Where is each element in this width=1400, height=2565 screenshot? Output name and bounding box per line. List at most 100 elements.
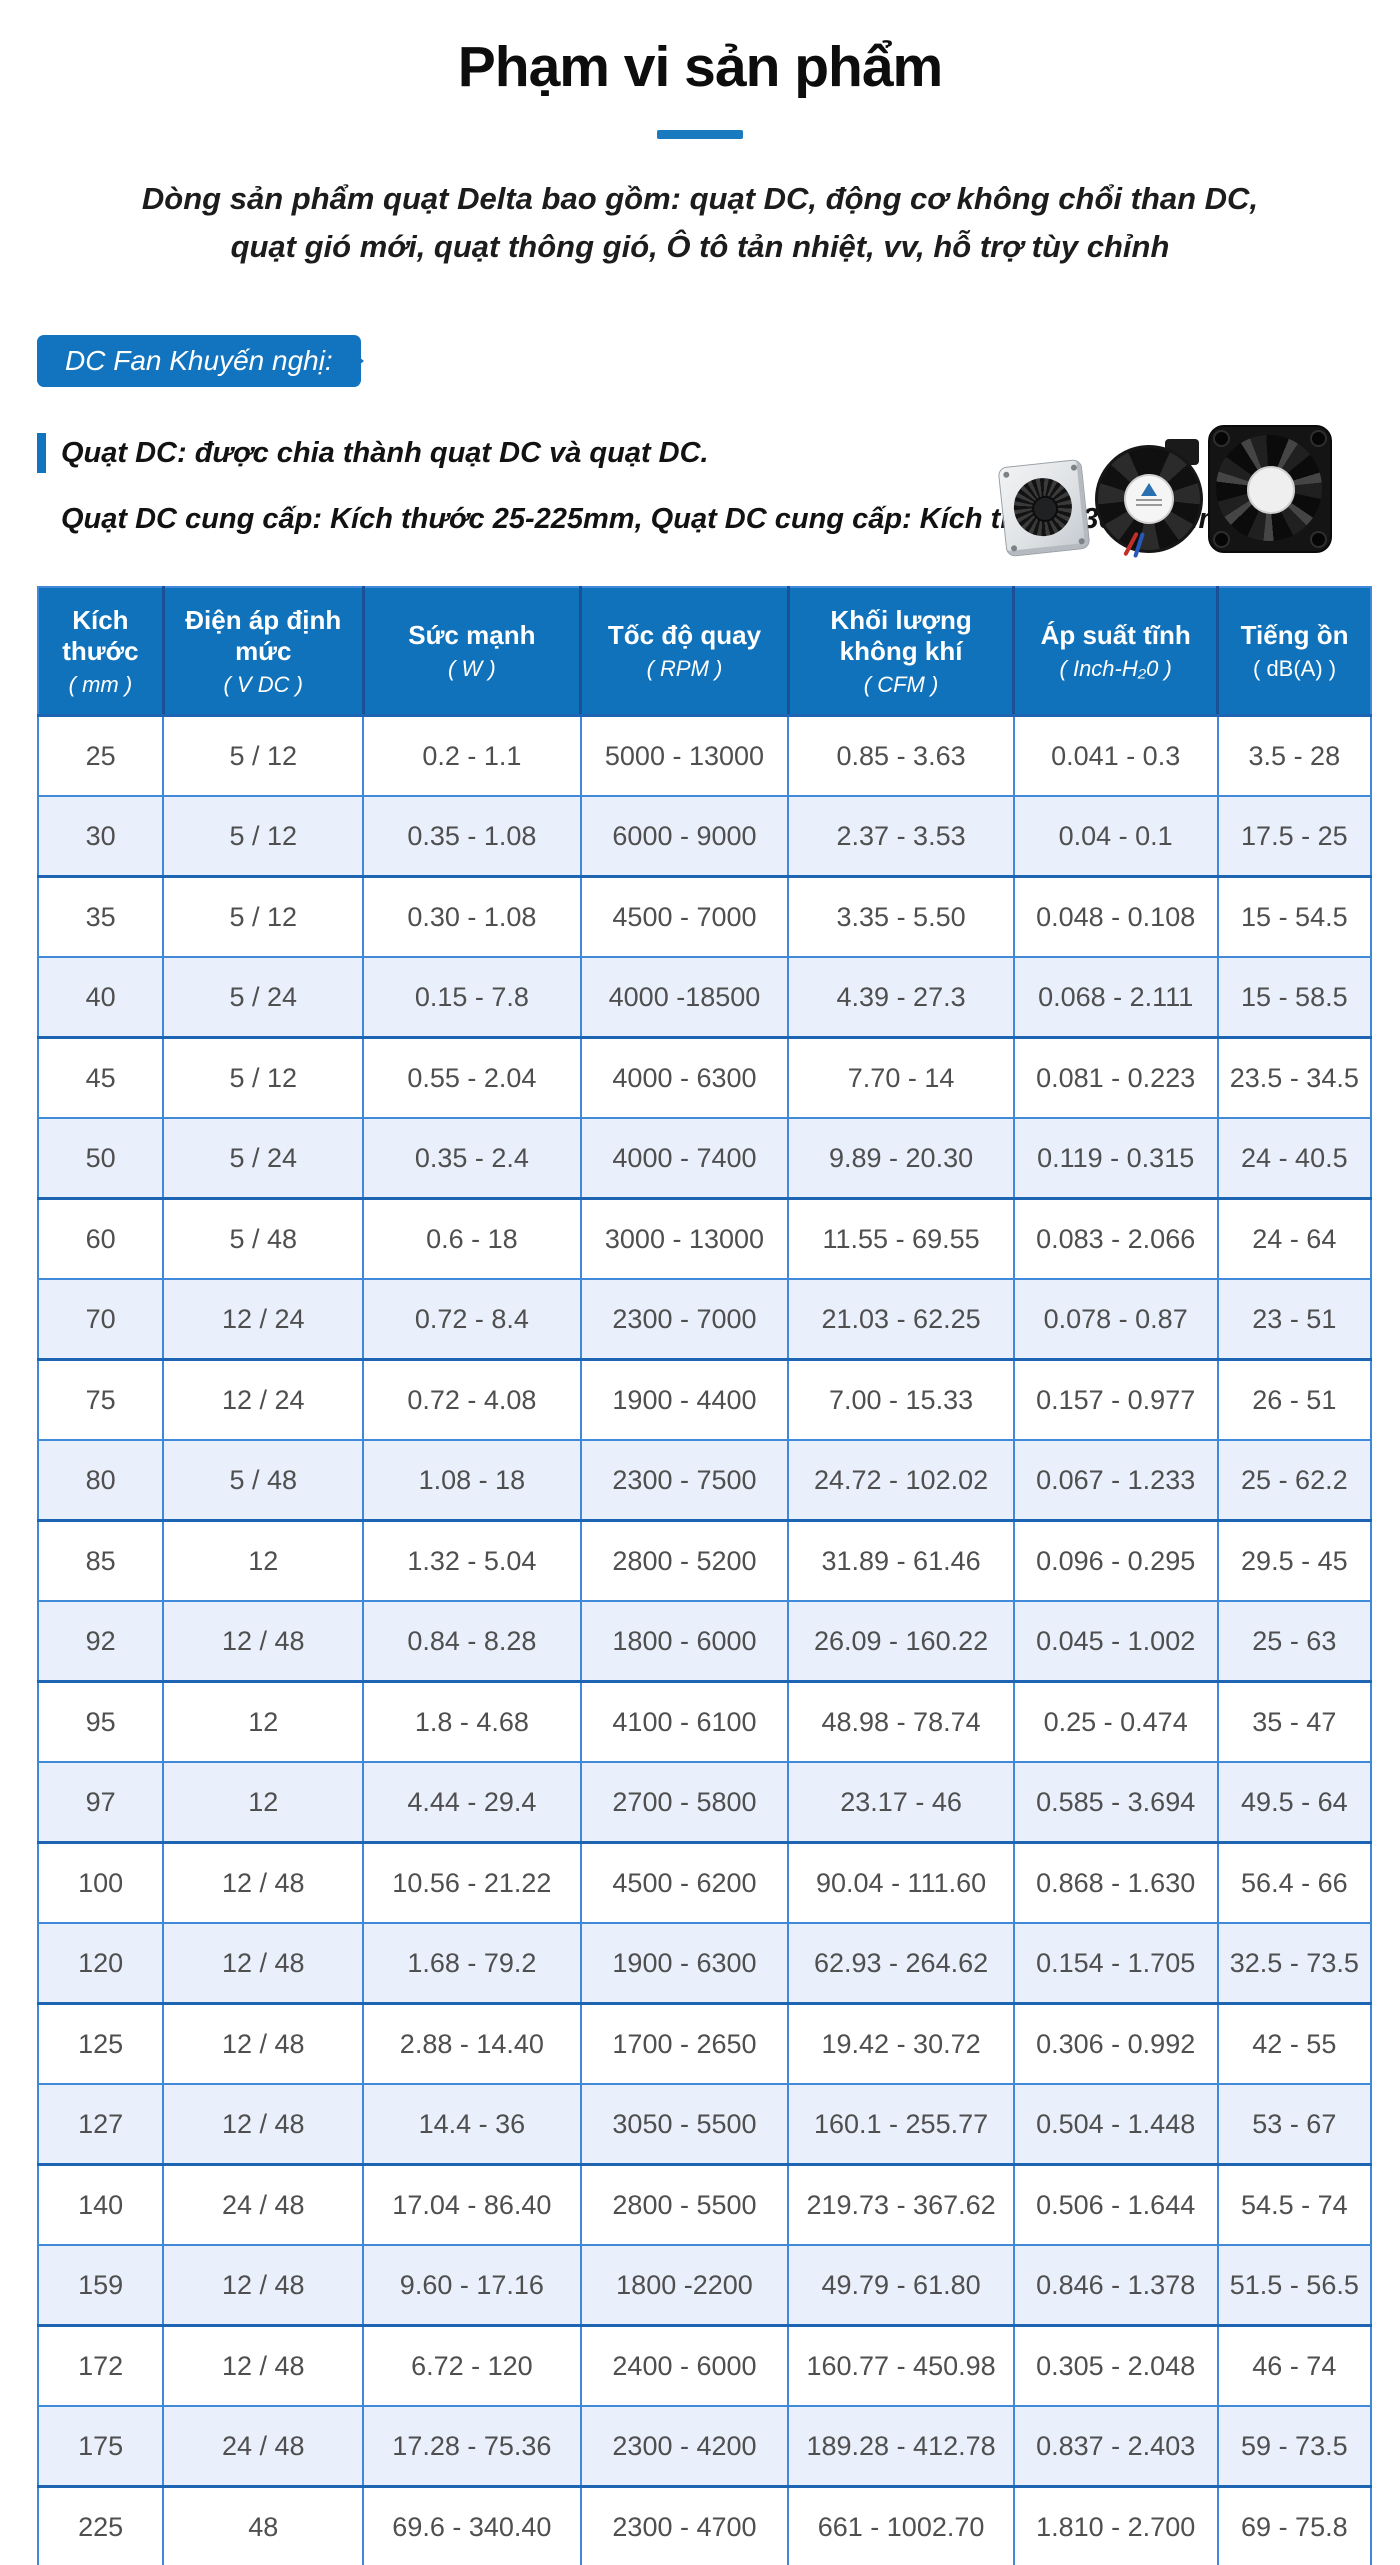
cell-tiếng-ồn: 49.5 - 64	[1217, 1761, 1371, 1843]
cell-tốc-độ-quay: 2700 - 5800	[580, 1761, 790, 1843]
cell-kích-thước: 159	[38, 2244, 165, 2326]
cell-tiếng-ồn: 3.5 - 28	[1248, 740, 1341, 771]
label-text-line	[1136, 504, 1162, 506]
label-text-line	[1136, 499, 1162, 501]
cell-kích-thước: 70	[38, 1278, 165, 1360]
cell-sức-mạnh: 17.28 - 75.36	[363, 2405, 582, 2487]
cell-sức-mạnh: 1.68 - 79.2	[363, 1922, 582, 2004]
column-header-7: Tiếng ồn ( dB(A) )	[1217, 587, 1371, 717]
cell-kích-thước: 45	[38, 1036, 165, 1118]
cell-sức-mạnh: 0.6 - 18	[363, 1197, 582, 1279]
cell-áp-suất-tĩnh: 0.506 - 1.644	[1013, 2163, 1219, 2245]
table-row: 25 5 / 12 0.2 - 1.1 5000 - 13000 0.85 - 3.63…	[38, 715, 1371, 796]
cell-khối-lượng-không-khí: 160.1 - 255.77	[788, 2083, 1015, 2165]
cell-khối-lượng-không-khí: 3.35 - 5.50	[788, 875, 1015, 957]
cell-tốc-độ-quay: 4500 - 6200	[580, 1841, 790, 1923]
cell-tốc-độ-quay: 1800 -2200	[580, 2244, 790, 2326]
mount-hole-icon	[1310, 531, 1327, 548]
cell-tiếng-ồn: 46 - 74	[1217, 2324, 1371, 2406]
cell-sức-mạnh: 69.6 - 340.40	[363, 2485, 582, 2565]
cell-tốc-độ-quay: 2300 - 4700	[580, 2485, 790, 2565]
fan-label	[1124, 474, 1174, 524]
table-row: 92 12 / 48 0.84 - 8.28 1800 - 6000 26.09 - 1…	[38, 1600, 1371, 1682]
cell-điện-áp-định-mức: 12	[163, 1680, 365, 1762]
column-unit: ( V DC )	[223, 671, 303, 697]
cell-điện-áp-định-mức: 5 / 12	[163, 875, 365, 957]
cell-điện-áp-định-mức: 12	[163, 1761, 365, 1843]
cell-khối-lượng-không-khí: 49.79 - 61.80	[788, 2244, 1015, 2326]
cell-khối-lượng-không-khí: 31.89 - 61.46	[788, 1519, 1015, 1601]
cell-tiếng-ồn: 25 - 62.2	[1217, 1439, 1371, 1521]
black-axial-fan-image	[1208, 425, 1332, 553]
table-row: 140 24 / 48 17.04 - 86.40 2800 - 5500 219.73…	[38, 2163, 1371, 2245]
cell-tiếng-ồn: 24 - 40.5	[1217, 1117, 1371, 1199]
cell-tốc-độ-quay: 4100 - 6100	[580, 1680, 790, 1762]
cell-điện-áp-định-mức: 48	[163, 2485, 365, 2565]
cell-kích-thước: 85	[38, 1519, 165, 1601]
cell-sức-mạnh: 4.44 - 29.4	[363, 1761, 582, 1843]
cell-tiếng-ồn: 25 - 63	[1217, 1600, 1371, 1682]
cell-tốc-độ-quay: 1700 - 2650	[580, 2002, 790, 2084]
cell-tiếng-ồn: 42 - 55	[1217, 2002, 1371, 2084]
cell-kích-thước: 80	[38, 1439, 165, 1521]
cell-khối-lượng-không-khí: 90.04 - 111.60	[788, 1841, 1015, 1923]
cell-điện-áp-định-mức: 5 / 24	[163, 1117, 365, 1199]
cell-tiếng-ồn: 17.5 - 25	[1217, 795, 1371, 877]
column-unit: ( RPM )	[646, 656, 723, 681]
note-bullet-row: Quạt DC: được chia thành quạt DC và quạt…	[37, 433, 1400, 473]
column-unit: ( CFM )	[863, 671, 939, 697]
cell-sức-mạnh: 0.72 - 4.08	[363, 1358, 582, 1440]
cell-điện-áp-định-mức: 5 / 48	[163, 1197, 365, 1279]
cell-tiếng-ồn: 59 - 73.5	[1217, 2405, 1371, 2487]
cell-sức-mạnh: 9.60 - 17.16	[363, 2244, 582, 2326]
cell-tiếng-ồn: 24 - 64	[1217, 1197, 1371, 1279]
cell-khối-lượng-không-khí: 219.73 - 367.62	[788, 2163, 1015, 2245]
cell-điện-áp-định-mức: 12 / 48	[163, 2002, 365, 2084]
table-row: 95 12 1.8 - 4.68 4100 - 6100 48.98 - 78.74 0.…	[38, 1680, 1371, 1762]
cell-điện-áp-định-mức: 5 / 12	[163, 715, 365, 796]
cell-khối-lượng-không-khí: 160.77 - 450.98	[788, 2324, 1015, 2406]
cell-sức-mạnh: 0.30 - 1.08	[363, 875, 582, 957]
table-row: 40 5 / 24 0.15 - 7.8 4000 -18500 4.39 - 27.3…	[38, 956, 1371, 1038]
cell-khối-lượng-không-khí: 4.39 - 27.3	[788, 956, 1015, 1038]
cell-tốc-độ-quay: 3050 - 5500	[580, 2083, 790, 2165]
cell-tiếng-ồn: 23 - 51	[1217, 1278, 1371, 1360]
cell-sức-mạnh: 6.72 - 120	[363, 2324, 582, 2406]
cell-khối-lượng-không-khí: 7.00 - 15.33	[788, 1358, 1015, 1440]
table-body: 25 5 / 12 0.2 - 1.1 5000 - 13000 0.85 - 3.63…	[38, 715, 1371, 2565]
cell-điện-áp-định-mức: 12 / 24	[163, 1358, 365, 1440]
screw-icon	[1010, 545, 1018, 552]
cell-tiếng-ồn: 15 - 54.5	[1217, 875, 1371, 957]
cell-kích-thước: 100	[38, 1841, 165, 1923]
cell-điện-áp-định-mức: 24 / 48	[163, 2405, 365, 2487]
cell-kích-thước: 35	[38, 875, 165, 957]
mount-hole-icon	[1213, 430, 1230, 447]
cell-tiếng-ồn: 35 - 47	[1217, 1680, 1371, 1762]
cell-khối-lượng-không-khí: 11.55 - 69.55	[788, 1197, 1015, 1279]
cell-khối-lượng-không-khí: 48.98 - 78.74	[788, 1680, 1015, 1762]
cell-điện-áp-định-mức: 24 / 48	[163, 2163, 365, 2245]
column-name: Áp suất tĩnh	[1040, 620, 1191, 650]
fan-hub-label	[1247, 466, 1295, 514]
cell-tiếng-ồn: 54.5 - 74	[1217, 2163, 1371, 2245]
cell-áp-suất-tĩnh: 0.04 - 0.1	[1013, 795, 1219, 877]
table-row: 175 24 / 48 17.28 - 75.36 2300 - 4200 189.28…	[38, 2405, 1371, 2487]
cell-tiếng-ồn: 56.4 - 66	[1217, 1841, 1371, 1923]
cell-kích-thước: 140	[38, 2163, 165, 2245]
cell-tốc-độ-quay: 2800 - 5200	[580, 1519, 790, 1601]
cell-áp-suất-tĩnh: 0.068 - 2.111	[1013, 956, 1219, 1038]
screw-icon	[1078, 537, 1085, 545]
cell-kích-thước: 125	[38, 2002, 165, 2084]
cell-khối-lượng-không-khí: 19.42 - 30.72	[788, 2002, 1015, 2084]
cell-áp-suất-tĩnh: 0.041 - 0.3	[1013, 715, 1219, 796]
column-header-1: Kích thước ( mm )	[38, 587, 165, 717]
cell-khối-lượng-không-khí: 0.85 - 3.63	[788, 715, 1015, 796]
cell-tốc-độ-quay: 6000 - 9000	[580, 795, 790, 877]
cell-áp-suất-tĩnh: 0.083 - 2.066	[1013, 1197, 1219, 1279]
cell-điện-áp-định-mức: 12 / 48	[163, 1841, 365, 1923]
table-header: Kích thước ( mm ) Điện áp định mức ( V DC )…	[38, 587, 1371, 717]
cell-áp-suất-tĩnh: 0.306 - 0.992	[1013, 2002, 1219, 2084]
cell-tiếng-ồn: 53 - 67	[1217, 2083, 1371, 2165]
cell-tốc-độ-quay: 2800 - 5500	[580, 2163, 790, 2245]
